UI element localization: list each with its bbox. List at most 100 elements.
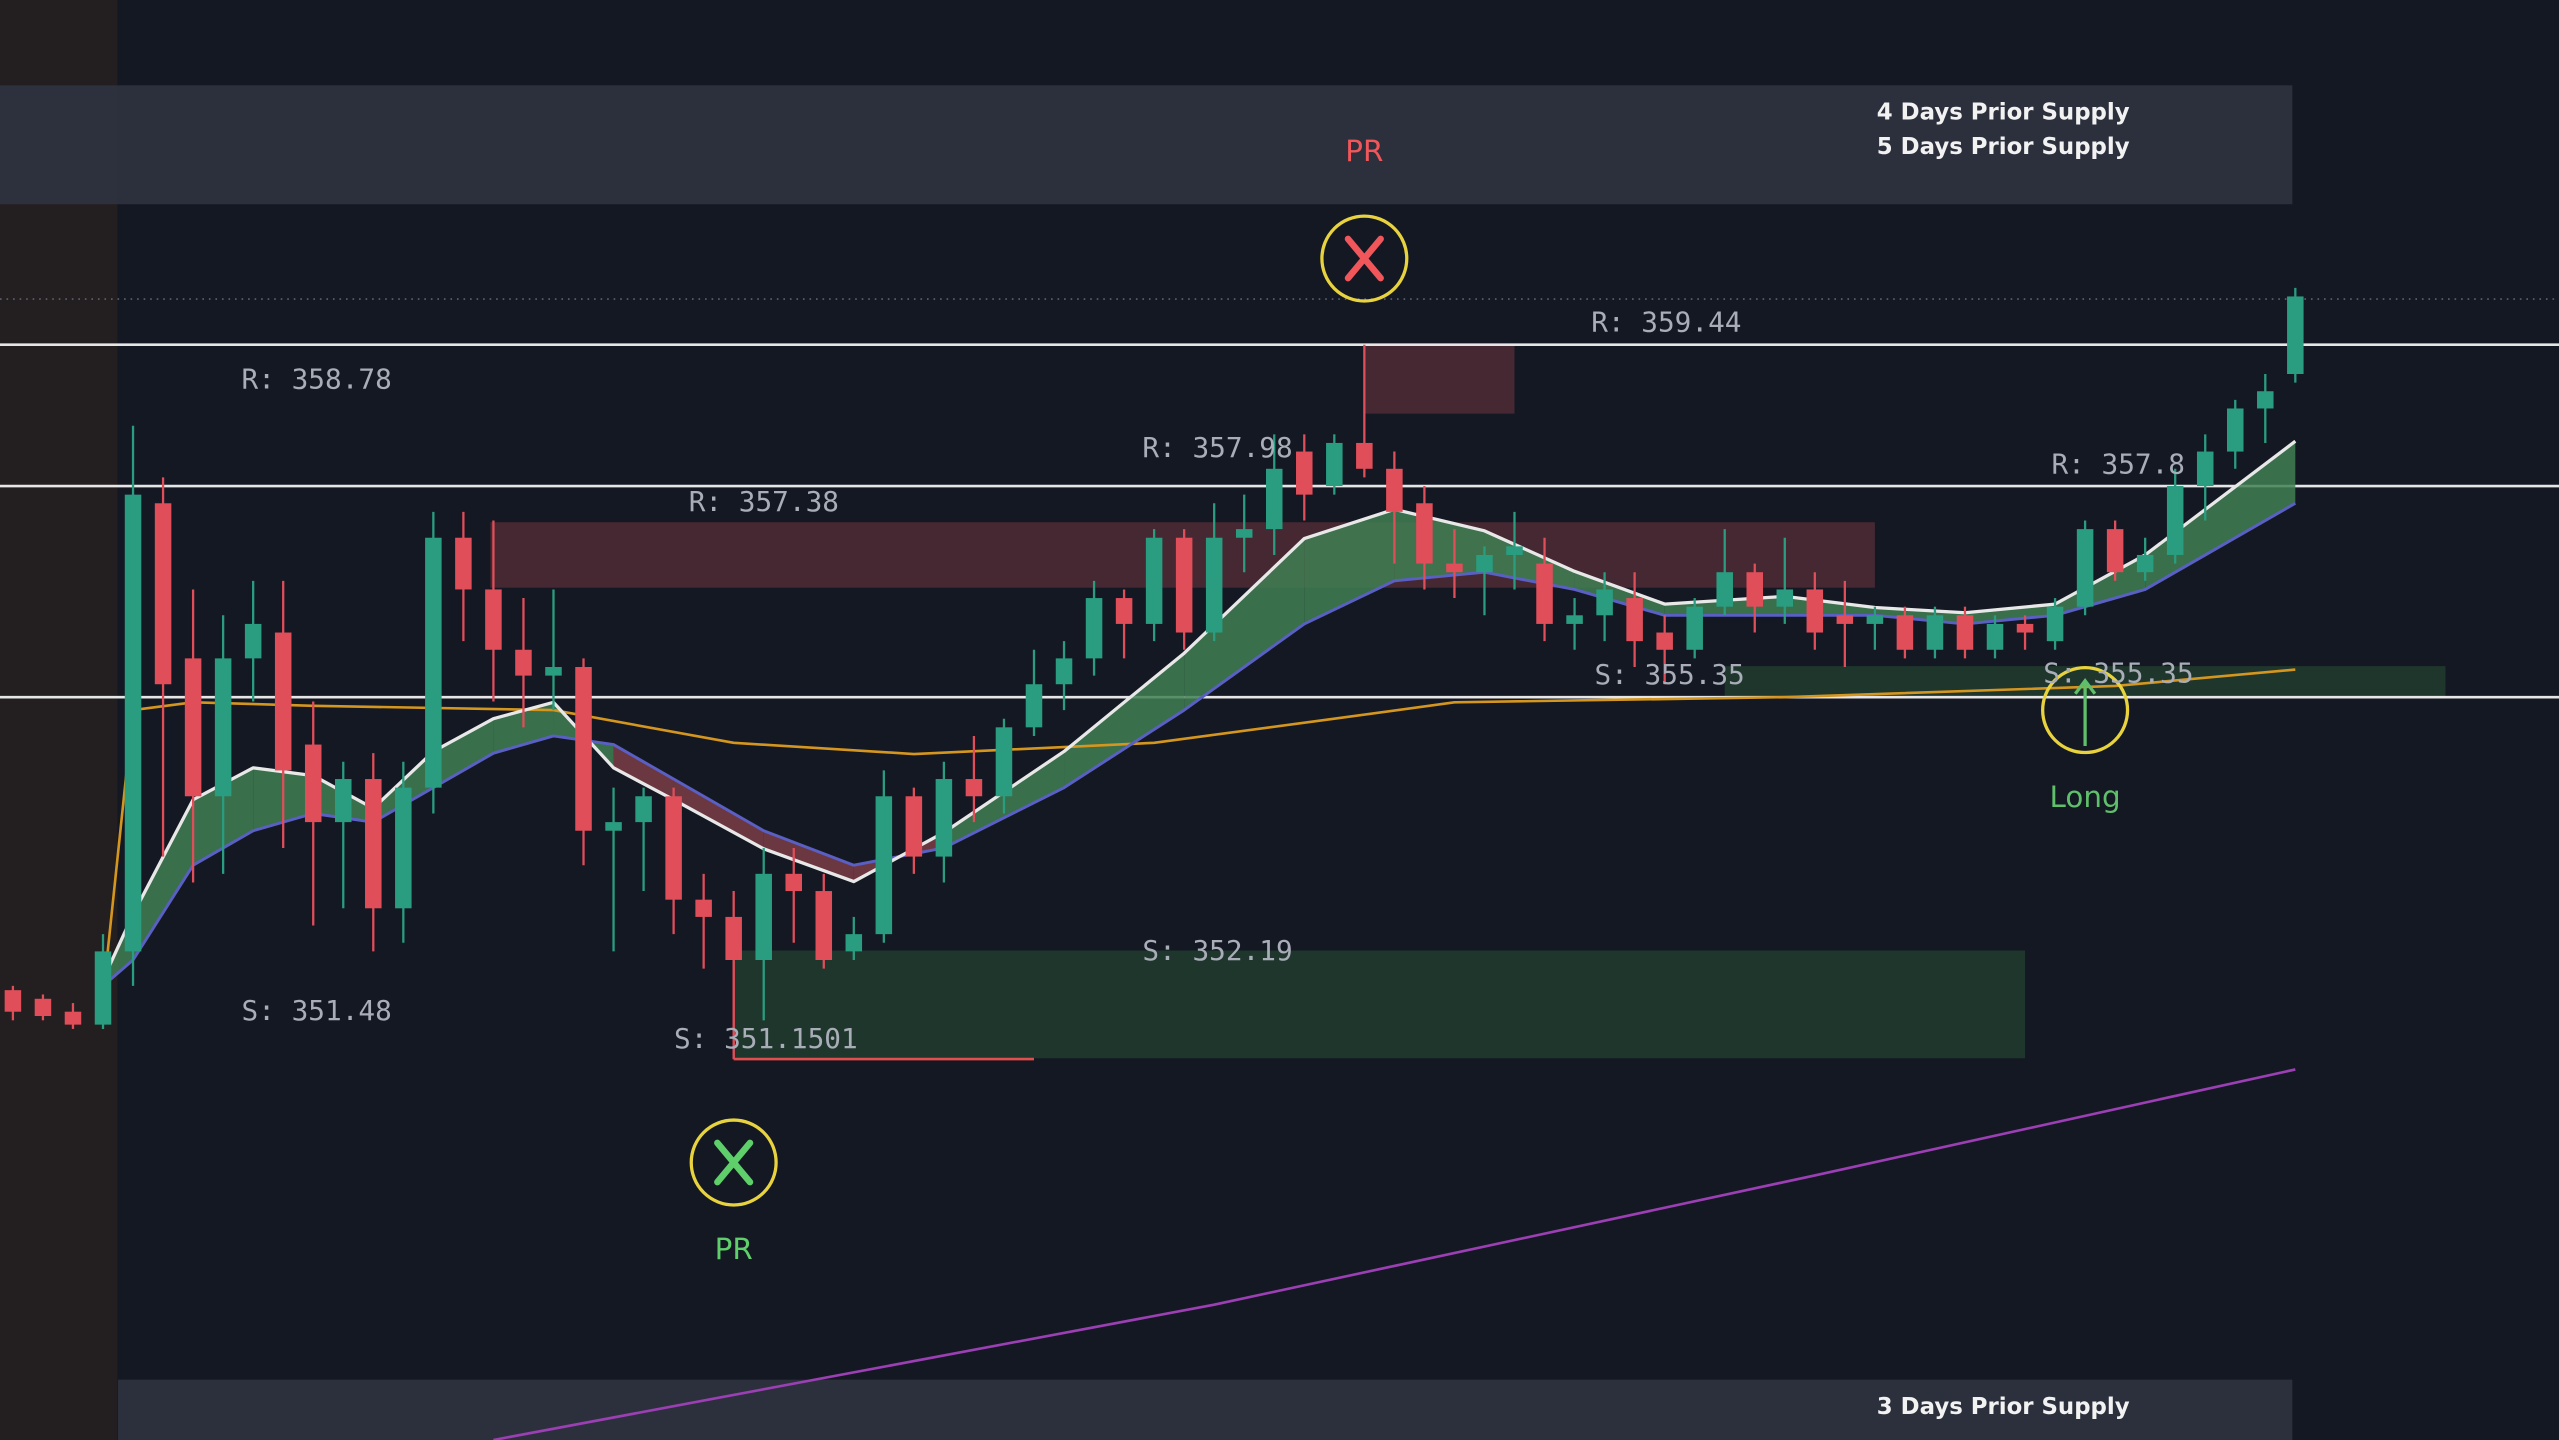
candle-body [1326,442,1343,487]
candle-body [1085,598,1103,659]
ribbon-fill [1184,538,1305,711]
ribbon-fill [613,744,674,800]
candle-body [545,667,562,676]
marker-label: Long [2050,780,2121,814]
candle-body [1506,546,1523,555]
candle-body [1446,563,1463,573]
candle-body [1115,598,1133,624]
level-label: S: 352.19 [1142,934,1292,967]
marker-cross [714,1139,754,1186]
candle-body [995,727,1013,797]
candle-body [274,632,292,771]
candle-body [2106,529,2124,573]
indicator-line [493,1068,2296,1440]
candle-body [1746,572,1764,607]
candle-body [1686,606,1703,650]
candle-body [455,537,472,590]
level-label: R: 357.8 [2051,447,2185,480]
candle-body [154,503,172,685]
candle-body [365,779,382,909]
candle-body [2076,529,2094,607]
candle-body [4,990,22,1012]
ribbon-fill [763,830,854,882]
candle-body [905,796,923,857]
candle-body [2046,606,2064,642]
marker-arrow [2073,677,2097,747]
candle-body [395,787,412,909]
ribbon-fill [1304,509,1395,624]
candle-body [304,744,322,823]
candle-body [935,779,953,857]
candle-body [1386,468,1403,512]
candle-body [515,649,532,676]
candle-body [1716,572,1733,607]
candle-body [725,916,742,960]
candle-body [665,796,682,900]
ribbon-fill [433,718,494,788]
candle-body [1986,623,2004,650]
candle-body [605,822,622,831]
candle-body [1416,503,1433,564]
zone [0,85,2293,205]
level-label: S: 355.35 [1594,658,1744,691]
zone-label: 4 Days Prior Supply [1877,100,2130,126]
candle-body [1656,632,1673,650]
candle-body [1626,598,1643,642]
marker-label: PR [715,1232,753,1266]
candle-body [1866,615,1884,624]
candle-body [1265,468,1283,530]
candle-body [965,779,983,797]
zone-label: 3 Days Prior Supply [1877,1394,2130,1420]
candle-body [425,537,442,788]
candle-body [214,658,232,797]
level-label: S: 351.1501 [674,1022,858,1055]
candle-body [1235,529,1253,538]
candle-body [64,1011,82,1025]
candle-body [94,951,112,1025]
level-label: R: 357.38 [689,485,839,518]
candle-body [1776,589,1794,607]
ribbon-fill [1064,653,1185,788]
candle-body [755,873,772,960]
candle-body [1566,615,1583,624]
candle-body [2166,486,2184,555]
candle-body [875,796,893,935]
marker-ring [2041,666,2130,755]
candle-body [815,891,833,960]
candle-body [695,899,712,917]
candle-body [1055,658,1073,685]
candle-body [1175,537,1193,633]
candle-body [2016,623,2034,633]
level-label: S: 355.35 [2043,656,2193,689]
ribbon-fill [133,799,194,960]
candle-body [2287,296,2304,375]
candle-body [335,779,352,823]
candle-body [1025,684,1043,728]
candle-body [1296,451,1313,495]
level-label: R: 357.98 [1142,431,1292,464]
marker-label: PR [1345,134,1383,168]
candle-body [1926,615,1944,650]
candle-body [2196,451,2214,487]
candle-body [244,623,262,659]
candle-body [2136,554,2154,573]
zone [733,950,2026,1059]
marker-cross [1344,235,1384,282]
candle-body [1356,442,1373,469]
candle-body [1145,537,1163,624]
level-label: R: 359.44 [1591,305,1741,338]
candle-body [1536,563,1553,624]
candle-body [1836,615,1854,624]
candle-body [2257,391,2274,409]
ribbon-fill [1964,604,2056,624]
level-label: S: 351.48 [242,994,392,1027]
candle-body [1205,537,1223,633]
zone [118,1379,2293,1440]
candle-body [845,934,863,952]
zone [1364,344,1515,414]
marker-ring [1320,214,1409,303]
zone-label: 5 Days Prior Supply [1877,134,2130,160]
candle-body [1956,615,1974,650]
candle-body [124,494,142,952]
